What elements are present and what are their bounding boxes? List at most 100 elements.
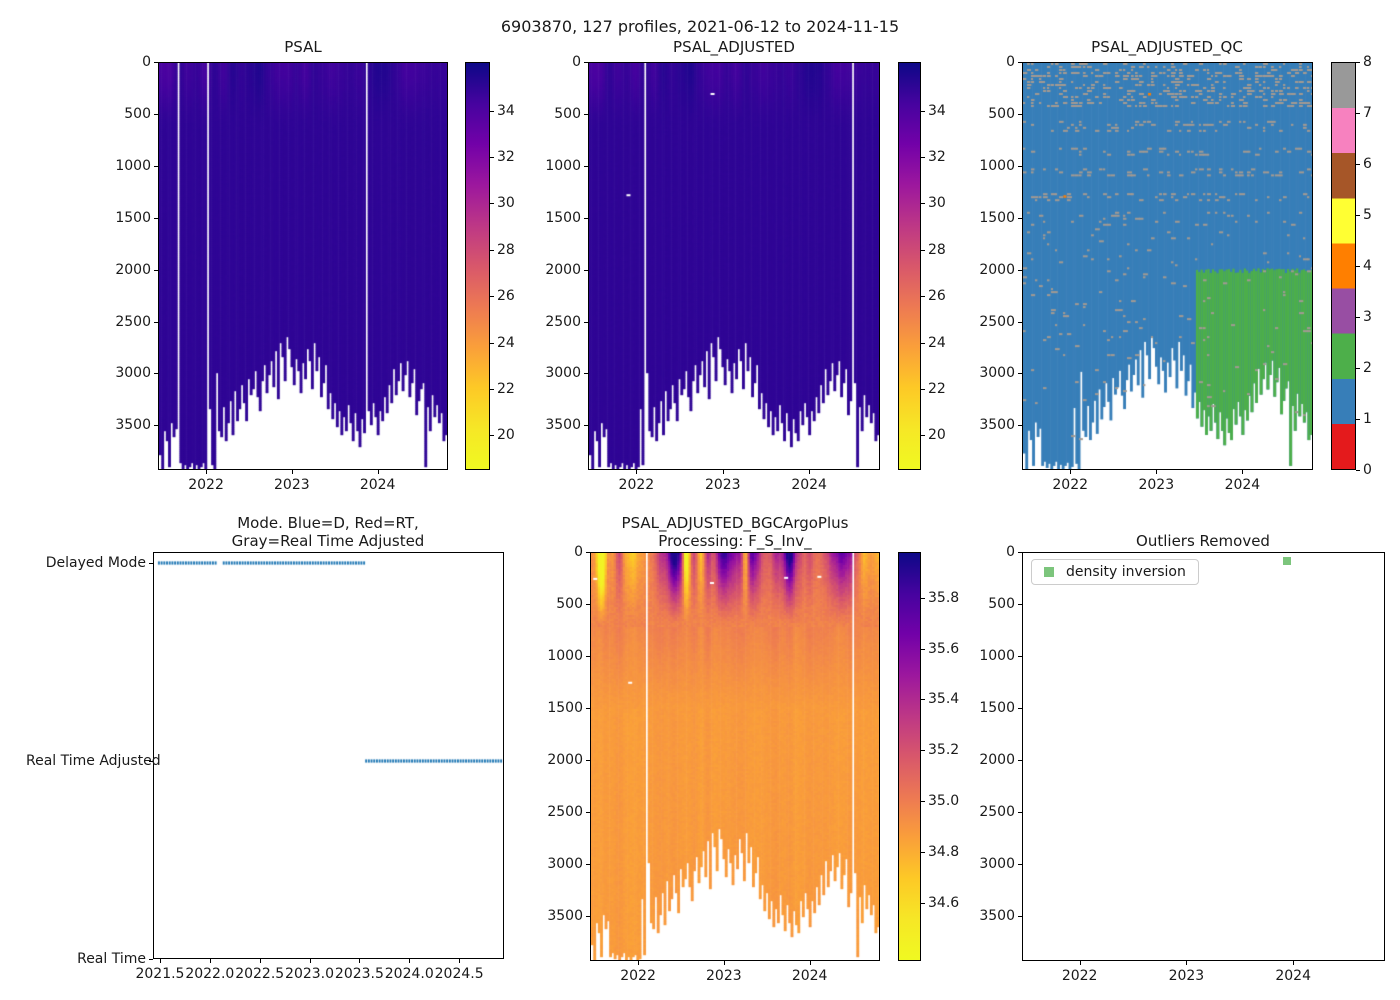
tick-mark <box>1018 269 1022 271</box>
y-tick-label: 2500 <box>115 313 151 330</box>
colorbar-tick-label: 28 <box>928 241 946 258</box>
tick-mark <box>1293 961 1295 965</box>
outlier-point <box>1283 556 1292 565</box>
y-tick-label: 1000 <box>979 157 1015 174</box>
tick-mark <box>921 296 925 298</box>
colorbar-tick-label: 2 <box>1363 360 1372 376</box>
tick-mark <box>154 62 158 63</box>
y-tick-label: 3000 <box>547 856 583 873</box>
tick-mark <box>921 388 925 390</box>
x-tick-label: 2023.5 <box>334 966 384 982</box>
tick-mark <box>723 961 725 965</box>
tick-mark <box>1356 215 1360 216</box>
tick-mark <box>921 699 925 701</box>
y-tick-label: 0 <box>1006 54 1015 70</box>
tick-mark <box>584 217 588 219</box>
colorbar-tick-label: 7 <box>1363 105 1372 121</box>
tick-mark <box>154 113 158 115</box>
x-tick-label: 2022.5 <box>235 966 285 982</box>
tick-mark <box>490 296 494 298</box>
mode-title-line2: Gray=Real Time Adjusted <box>231 532 425 550</box>
tick-mark <box>921 648 925 650</box>
tick-mark <box>490 157 494 159</box>
tick-mark <box>921 110 925 112</box>
colorbar-tick-label: 35.4 <box>928 691 960 708</box>
y-tick-label: 1500 <box>115 209 151 226</box>
mode-plot-canvas <box>154 553 503 958</box>
psal-adjusted-qc-title: PSAL_ADJUSTED_QC <box>1091 38 1243 56</box>
psal-adjusted-title: PSAL_ADJUSTED <box>673 38 795 56</box>
y-tick-label: 3500 <box>979 417 1015 434</box>
tick-mark <box>291 470 293 474</box>
x-tick-label: 2022 <box>188 477 224 493</box>
tick-mark <box>1018 760 1022 762</box>
tick-mark <box>586 708 590 710</box>
tick-mark <box>586 812 590 814</box>
colorbar-tick-label: 1 <box>1363 411 1372 427</box>
tick-mark <box>584 165 588 167</box>
y-tick-label: 0 <box>142 54 151 70</box>
tick-mark <box>1356 419 1360 420</box>
y-tick-label: 3500 <box>547 908 583 925</box>
colorbar-tick-label: 26 <box>497 288 515 305</box>
tick-mark <box>154 373 158 375</box>
y-tick-label: 3000 <box>115 365 151 382</box>
tick-mark <box>636 470 638 474</box>
psal-adjusted-heatmap-plot <box>588 62 880 470</box>
bgc-title-line1: PSAL_ADJUSTED_BGCArgoPlus <box>621 514 849 532</box>
tick-mark <box>409 959 411 963</box>
y-tick-label: 2500 <box>547 804 583 821</box>
tick-mark <box>159 959 161 963</box>
tick-mark <box>154 217 158 219</box>
x-tick-label: 2023.0 <box>285 966 335 982</box>
mode-plot <box>153 552 504 959</box>
tick-mark <box>149 563 153 564</box>
x-tick-label: 2024 <box>1275 968 1311 984</box>
colorbar-tick-label: 8 <box>1363 54 1372 70</box>
y-tick-label: 1000 <box>115 157 151 174</box>
x-tick-label: 2024 <box>791 968 828 984</box>
colorbar-tick-label: 34.8 <box>928 843 960 860</box>
outliers-legend: density inversion <box>1031 559 1199 585</box>
colorbar-tick-label: 35.0 <box>928 792 960 809</box>
tick-mark <box>490 203 494 205</box>
tick-mark <box>921 435 925 437</box>
x-tick-label: 2021.5 <box>135 966 185 982</box>
tick-mark <box>921 750 925 752</box>
psal-heatmap-canvas <box>159 63 447 469</box>
tick-mark <box>921 249 925 251</box>
tick-mark <box>1018 812 1022 814</box>
psal-title: PSAL <box>284 38 322 56</box>
colorbar-tick-label: 24 <box>928 334 946 351</box>
tick-mark <box>1018 113 1022 115</box>
x-tick-label: 2022 <box>1061 968 1098 984</box>
x-tick-label: 2024.0 <box>384 966 434 982</box>
colorbar-tick-label: 28 <box>497 241 515 258</box>
y-tick-label: 3500 <box>545 417 581 434</box>
tick-mark <box>809 961 811 965</box>
tick-mark <box>921 203 925 205</box>
y-tick-label: 0 <box>574 544 583 560</box>
tick-mark <box>584 321 588 323</box>
y-tick-label: 2000 <box>115 261 151 278</box>
tick-mark <box>1356 317 1360 318</box>
y-tick-label: 3000 <box>979 365 1015 382</box>
tick-mark <box>1356 113 1360 114</box>
y-tick-label: 1000 <box>979 648 1015 665</box>
y-tick-label: 3000 <box>545 365 581 382</box>
tick-mark <box>1356 368 1360 369</box>
tick-mark <box>1356 266 1360 267</box>
tick-mark <box>586 552 590 553</box>
psal-adjusted-qc-heatmap-canvas <box>1023 63 1312 469</box>
x-tick-label: 2022 <box>620 968 656 984</box>
tick-mark <box>1018 425 1022 427</box>
bgc-heatmap-canvas <box>591 553 879 960</box>
y-tick-label: 2000 <box>545 261 581 278</box>
psal-heatmap-plot <box>158 62 448 470</box>
tick-mark <box>1079 961 1081 965</box>
y-tick-label: 1500 <box>979 209 1015 226</box>
psal-adjusted-qc-heatmap-plot <box>1022 62 1313 470</box>
tick-mark <box>1018 656 1022 658</box>
tick-mark <box>1018 916 1022 918</box>
